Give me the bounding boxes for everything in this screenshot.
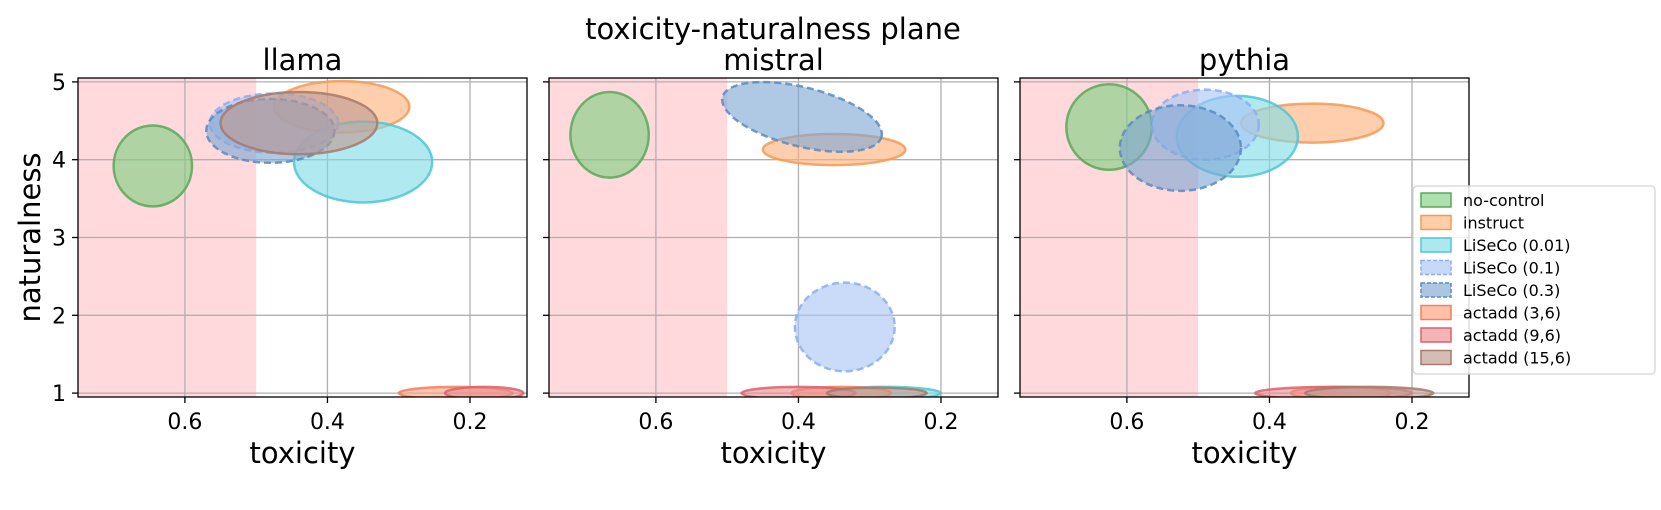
- x-tick-label: 0.6: [1109, 410, 1144, 435]
- ellipse-actadd156: [825, 386, 928, 397]
- legend-item-liseco03: LiSeCo (0.3): [1420, 281, 1560, 300]
- y-tick-label: 2: [52, 304, 66, 329]
- figure-suptitle: toxicity-naturalness plane: [585, 12, 961, 46]
- legend-swatch: [1420, 327, 1452, 343]
- ellipses-mistral: [569, 80, 943, 397]
- x-tick-label: 0.2: [452, 410, 487, 435]
- panel-title: llama: [263, 43, 343, 77]
- ellipse-actadd96: [443, 385, 525, 397]
- legend-item-no-control: no-control: [1420, 191, 1544, 210]
- legend-label: LiSeCo (0.1): [1463, 259, 1560, 278]
- legend-label: actadd (9,6): [1463, 326, 1561, 345]
- x-tick-label: 0.4: [310, 410, 345, 435]
- y-tick-label: 1: [52, 382, 66, 407]
- legend-item-instruct: instruct: [1420, 214, 1524, 233]
- x-axis-label: toxicity: [1192, 436, 1298, 470]
- legend-label: no-control: [1463, 191, 1544, 210]
- y-axis-label: naturalness: [13, 152, 47, 322]
- legend-label: LiSeCo (0.01): [1463, 236, 1571, 255]
- legend-label: actadd (15,6): [1463, 349, 1571, 368]
- legend-item-actadd96: actadd (9,6): [1420, 326, 1561, 345]
- x-tick-label: 0.4: [1252, 410, 1287, 435]
- legend-item-actadd156: actadd (15,6): [1420, 349, 1571, 368]
- legend-item-liseco01: LiSeCo (0.1): [1420, 259, 1560, 278]
- y-tick-label: 3: [52, 227, 66, 252]
- ellipse-actadd156: [219, 90, 379, 156]
- x-tick-label: 0.4: [781, 410, 816, 435]
- ellipses-llama: [112, 79, 525, 397]
- panel-title: mistral: [723, 43, 824, 77]
- x-axis-label: toxicity: [721, 436, 827, 470]
- ellipse-liseco03: [720, 80, 884, 154]
- legend-item-actadd36: actadd (3,6): [1420, 304, 1561, 323]
- y-tick-label: 5: [52, 71, 66, 96]
- panel-title: pythia: [1199, 43, 1290, 77]
- ellipse-no-control: [569, 90, 651, 179]
- panel-mistral: 0.6 0.4 0.2 mistral toxicity: [543, 43, 999, 470]
- legend-swatch: [1420, 304, 1452, 321]
- panel-llama: 0.6 0.4 0.2 1 2 3 4 5 llama toxicity naturalness: [13, 43, 528, 470]
- ellipse-no-control: [112, 124, 194, 208]
- legend-swatch: [1420, 214, 1452, 231]
- ellipses-pythia: [1065, 82, 1435, 397]
- legend-swatch: [1420, 259, 1452, 276]
- legend-label: actadd (3,6): [1463, 304, 1561, 323]
- legend-swatch: [1420, 349, 1452, 366]
- x-tick-label: 0.2: [1394, 410, 1429, 435]
- legend-label: LiSeCo (0.3): [1463, 281, 1560, 300]
- legend-frame: [1412, 185, 1656, 375]
- ellipse-liseco01: [793, 281, 896, 373]
- panels-layer: 0.6 0.4 0.212345llamatoxicitynaturalness0.…: [13, 43, 1470, 470]
- y-tick-label: 4: [52, 149, 66, 174]
- ellipse-liseco03: [1118, 103, 1243, 193]
- ellipse-actadd156: [1303, 385, 1435, 397]
- legend-label: instruct: [1463, 214, 1524, 233]
- x-tick-label: 0.6: [638, 410, 673, 435]
- legend-swatch: [1420, 282, 1452, 298]
- x-tick-label: 0.6: [167, 410, 202, 435]
- x-tick-label: 0.2: [923, 410, 958, 435]
- legend-swatch: [1420, 237, 1452, 253]
- legend-swatch: [1420, 192, 1452, 208]
- legend-item-liseco001: LiSeCo (0.01): [1420, 236, 1571, 255]
- panel-pythia: 0.6 0.4 0.2 pythia toxicity: [1014, 43, 1470, 470]
- x-axis-label: toxicity: [250, 436, 356, 470]
- legend: no-control instruct LiSeCo (0.01) LiSeCo (0…: [1412, 185, 1656, 375]
